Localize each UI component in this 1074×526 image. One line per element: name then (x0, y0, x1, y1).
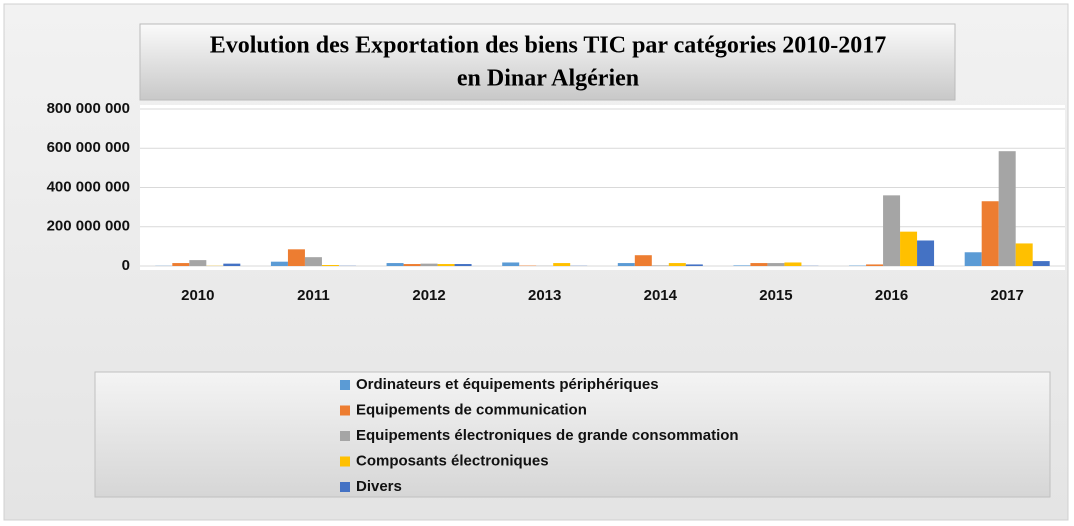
x-tick-label: 2016 (875, 287, 908, 304)
bar (750, 263, 768, 266)
bar (900, 231, 918, 266)
y-tick-label: 600 000 000 (47, 139, 130, 156)
x-tick-label: 2011 (297, 287, 330, 304)
legend-swatch (340, 380, 350, 390)
x-tick-label: 2017 (991, 287, 1024, 304)
bar (403, 264, 421, 266)
bar (651, 265, 669, 266)
x-tick-label: 2012 (412, 287, 445, 304)
title-box (139, 23, 956, 101)
bar (172, 263, 190, 266)
bar (454, 264, 472, 266)
bar (634, 255, 652, 266)
bar (321, 265, 339, 266)
bar (998, 151, 1016, 266)
chart-title: Evolution des Exportation des biens TIC … (210, 33, 887, 59)
bar (223, 263, 241, 266)
y-tick-label: 800 000 000 (47, 100, 130, 117)
bar (270, 261, 288, 266)
y-tick-label: 400 000 000 (47, 178, 130, 195)
x-tick-label: 2014 (644, 287, 678, 304)
bar (685, 264, 703, 266)
bar (668, 263, 686, 266)
legend-label: Ordinateurs et équipements périphériques (356, 376, 659, 393)
bar (617, 263, 635, 266)
bar (437, 264, 455, 266)
legend-swatch (340, 431, 350, 441)
bar (189, 260, 207, 266)
bar (420, 263, 438, 266)
chart-title: en Dinar Algérien (457, 66, 639, 92)
bar (981, 201, 999, 266)
legend-swatch (340, 405, 350, 416)
legend-swatch (340, 482, 350, 492)
legend-label: Composants électroniques (356, 452, 549, 469)
x-tick-label: 2010 (181, 287, 214, 304)
legend-label: Divers (356, 478, 402, 495)
bar (304, 257, 322, 266)
bar (733, 265, 751, 266)
y-tick-label: 200 000 000 (47, 218, 130, 235)
bar (1032, 261, 1050, 266)
bar (866, 264, 884, 266)
legend-box (94, 371, 1051, 498)
bar (1015, 243, 1033, 266)
bar (917, 240, 935, 266)
bar (287, 249, 305, 266)
bar (502, 262, 520, 266)
bar (964, 252, 982, 266)
bar (767, 263, 785, 266)
legend-label: Equipements électroniques de grande cons… (356, 427, 739, 444)
bar (553, 263, 571, 266)
x-tick-label: 2015 (759, 287, 792, 304)
bar (386, 263, 404, 266)
legend-label: Equipements de communication (356, 401, 587, 418)
y-tick-label: 0 (122, 257, 130, 274)
x-tick-label: 2013 (528, 287, 561, 304)
legend-swatch (340, 456, 350, 467)
bar (883, 195, 901, 266)
bar (784, 262, 802, 266)
